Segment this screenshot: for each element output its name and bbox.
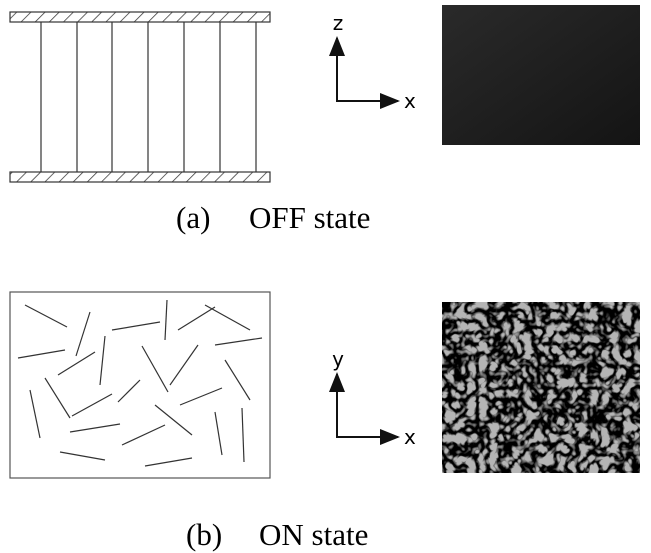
panel-b: y x (b) ON state <box>10 292 640 552</box>
top-plate <box>10 12 270 22</box>
random-rods <box>18 300 262 466</box>
vertical-rods <box>41 22 256 172</box>
axis-label: y <box>332 347 344 371</box>
panel-label: (b) <box>186 517 222 552</box>
micrograph <box>442 5 640 145</box>
axis-label: x <box>404 425 416 449</box>
caption: OFF state <box>249 200 370 235</box>
bottom-plate <box>10 172 270 182</box>
figure: z x (a) OFF state y x (b) ON st <box>0 0 651 553</box>
panel-a: z x (a) OFF state <box>10 5 640 235</box>
axis-label: z <box>333 11 344 35</box>
caption: ON state <box>259 517 368 552</box>
micrograph-texture <box>442 302 640 473</box>
axis-label: x <box>404 89 416 113</box>
panel-label: (a) <box>176 200 210 235</box>
